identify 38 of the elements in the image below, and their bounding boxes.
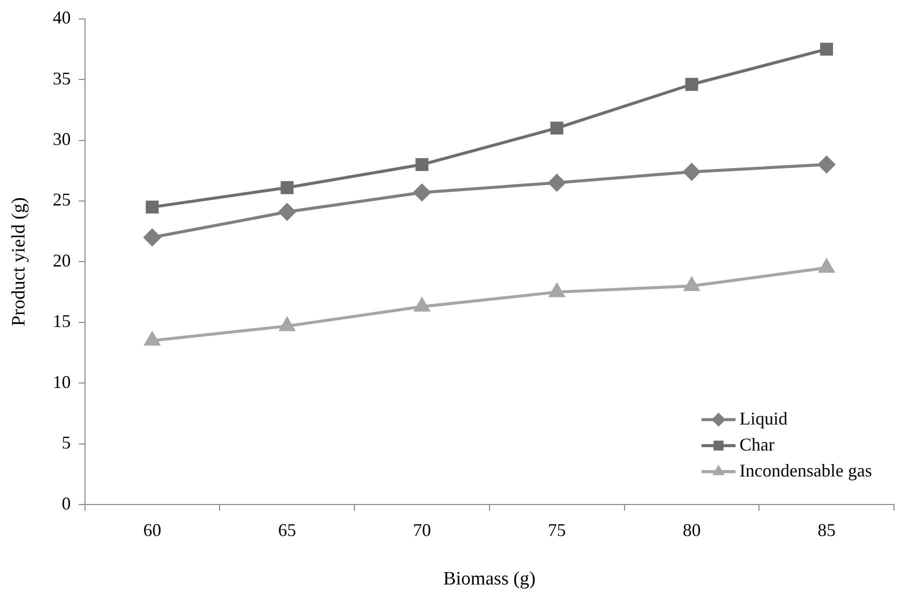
point xyxy=(549,284,564,298)
y-tick-label: 15 xyxy=(52,311,71,332)
point xyxy=(144,228,161,246)
point xyxy=(685,78,698,91)
point xyxy=(278,203,296,220)
y-tick-label: 20 xyxy=(52,250,71,270)
x-tick-label: 80 xyxy=(682,520,701,540)
point xyxy=(820,42,834,56)
point xyxy=(548,174,566,192)
point xyxy=(414,298,430,312)
point xyxy=(280,181,294,194)
point xyxy=(819,259,834,273)
legend-label: Incondensable gas xyxy=(740,460,872,480)
x-tick-label: 70 xyxy=(412,520,431,540)
point xyxy=(413,184,430,201)
y-tick-label: 10 xyxy=(52,372,71,392)
point xyxy=(280,318,295,332)
y-tick-label: 25 xyxy=(52,190,71,210)
x-tick-label: 75 xyxy=(548,520,566,540)
legend-label: Char xyxy=(740,434,775,454)
x-axis-title: Biomass (g) xyxy=(443,568,536,590)
legend-label: Liquid xyxy=(740,408,788,428)
point xyxy=(684,277,700,291)
point xyxy=(683,163,700,180)
x-tick-label: 85 xyxy=(818,520,836,540)
y-tick-label: 40 xyxy=(52,8,71,28)
x-tick-label: 65 xyxy=(278,520,296,540)
y-tick-label: 30 xyxy=(52,128,71,149)
y-axis-title: Product yield (g) xyxy=(8,197,30,326)
y-tick-label: 35 xyxy=(52,68,71,88)
point xyxy=(146,200,159,214)
y-tick-label: 0 xyxy=(62,493,71,514)
y-tick-label: 5 xyxy=(62,432,71,453)
point xyxy=(818,156,836,174)
point xyxy=(550,122,564,135)
point xyxy=(416,158,428,171)
x-tick-label: 60 xyxy=(143,520,162,540)
point xyxy=(144,332,160,346)
